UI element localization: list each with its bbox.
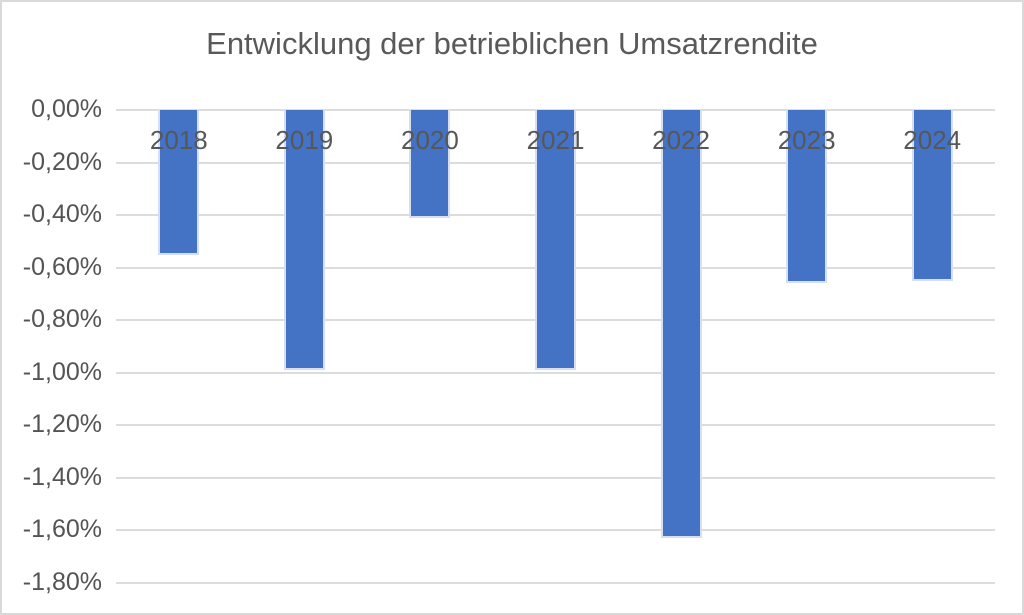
chart-title: Entwicklung der betrieblichen Umsatzrend… xyxy=(206,26,818,61)
category-label-2024: 2024 xyxy=(903,125,962,155)
category-label-2023: 2023 xyxy=(777,125,836,155)
bar-2018 xyxy=(158,110,200,255)
bar-2021 xyxy=(535,110,576,371)
category-label-2020: 2020 xyxy=(401,125,459,155)
gridline xyxy=(116,476,995,479)
bar-2019 xyxy=(283,110,325,371)
bar-2022 xyxy=(660,110,702,539)
bar-2020 xyxy=(409,110,451,218)
y-axis-tick-label: -0,40% xyxy=(22,200,102,229)
gridline xyxy=(116,529,995,532)
gridline xyxy=(116,582,995,585)
y-axis-tick-label: -1,20% xyxy=(22,410,102,439)
y-axis-tick-label: -1,60% xyxy=(22,515,102,544)
y-axis-tick-label: -1,40% xyxy=(22,462,102,491)
gridline xyxy=(116,371,995,374)
y-axis-tick-label: -1,80% xyxy=(22,568,102,597)
category-label-2022: 2022 xyxy=(652,125,710,155)
y-axis-tick-label: -0,60% xyxy=(22,252,102,281)
bar-2024 xyxy=(911,110,953,281)
gridline xyxy=(116,424,995,427)
category-label-2021: 2021 xyxy=(526,125,585,155)
y-axis-tick-label: -1,00% xyxy=(22,357,102,386)
y-axis-tick-label: -0,80% xyxy=(22,305,102,334)
category-label-2019: 2019 xyxy=(275,125,334,155)
y-axis-tick-label: 0,00% xyxy=(31,95,102,123)
y-axis-tick-label: -0,20% xyxy=(22,147,102,176)
bar-2023 xyxy=(786,110,828,284)
category-label-2018: 2018 xyxy=(149,125,208,155)
